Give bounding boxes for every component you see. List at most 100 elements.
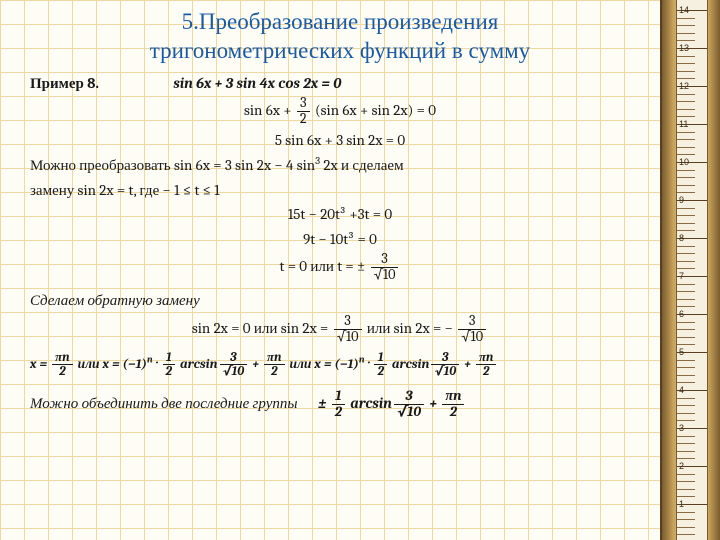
ruler-tick-minor: [677, 25, 695, 26]
ruler-tick-minor: [677, 306, 695, 307]
ruler-tick-minor: [677, 291, 695, 292]
eq-7: sin 2x = 0 или sin 2x = 3√10 или sin 2x …: [30, 314, 650, 345]
f5n: 1: [374, 351, 386, 365]
ruler-number: 7: [679, 271, 684, 281]
f6d: √10: [431, 365, 459, 378]
ruler-tick-minor: [677, 512, 695, 513]
eq8-c: ·: [153, 357, 161, 372]
eq6-frac: 3√10: [371, 252, 399, 283]
ruler-tick-minor: [677, 284, 695, 285]
ruler-tick-minor: [677, 223, 695, 224]
ruler-tick-minor: [677, 94, 695, 95]
ruler-tick-minor: [677, 246, 695, 247]
ruler-tick-minor: [677, 451, 695, 452]
eq2-den: 2: [297, 112, 310, 127]
eq-9: ± 12 arcsin3√10 + πn2: [318, 394, 466, 412]
eq9-f2: 3√10: [394, 389, 424, 420]
f5d: 2: [374, 365, 386, 378]
eq2-frac: 32: [297, 96, 310, 127]
ruler-number: 1: [679, 499, 684, 509]
ruler-tick-minor: [677, 185, 695, 186]
eq8-h: arcsin: [389, 357, 429, 372]
ruler-number: 5: [679, 347, 684, 357]
ruler-tick-minor: [677, 405, 695, 406]
eq9-c: +: [426, 394, 440, 412]
ruler-number: 13: [679, 43, 689, 53]
eq6-a: t = 0 или t = ±: [280, 257, 369, 275]
ruler-tick-minor: [677, 33, 695, 34]
ruler-tick-minor: [677, 101, 695, 102]
ruler-number: 12: [679, 81, 689, 91]
ruler-tick-minor: [677, 481, 695, 482]
eq-6: t = 0 или t = ± 3√10: [30, 252, 650, 283]
ruler-tick-minor: [677, 147, 695, 148]
eq8-a: x =: [30, 357, 50, 372]
eq9-f1: 12: [332, 389, 345, 420]
ruler-number: 2: [679, 461, 684, 471]
eq8-g: ·: [365, 357, 373, 372]
eq9-b: arcsin: [347, 394, 392, 412]
ruler-tick-minor: [677, 116, 695, 117]
ruler-number: 8: [679, 233, 684, 243]
ruler-tick-minor: [677, 18, 695, 19]
text-1: Можно преобразовать sin 6x = 3 sin 2x − …: [30, 153, 650, 177]
ruler-tick-minor: [677, 230, 695, 231]
ruler-tick-minor: [677, 40, 695, 41]
ruler-number: 14: [679, 5, 689, 15]
text-3: Сделаем обратную замену: [30, 289, 650, 312]
f1d: 2: [52, 365, 72, 378]
ruler-tick-minor: [677, 344, 695, 345]
eq6-den: √10: [371, 268, 399, 283]
f2n: 1: [163, 351, 175, 365]
ruler-tick-minor: [677, 443, 695, 444]
e9f3d: 2: [442, 405, 464, 420]
ruler-number: 9: [679, 195, 684, 205]
eq7-mid: или sin 2x = −: [364, 319, 457, 337]
ruler-tick-minor: [677, 299, 695, 300]
example-label: Пример 8.: [30, 72, 170, 95]
ruler-tick-minor: [677, 375, 695, 376]
eq8-f1: πn2: [52, 351, 72, 379]
eq8-f7: πn2: [476, 351, 496, 379]
ruler-tick-minor: [677, 215, 695, 216]
eq7-a: sin 2x = 0 или sin 2x =: [192, 319, 332, 337]
ruler-tick-minor: [677, 154, 695, 155]
eq-4: 15t − 20t³ +3t = 0: [30, 203, 650, 226]
eq7-d2: √10: [458, 330, 486, 345]
ruler-tick-minor: [677, 208, 695, 209]
f4n: πn: [264, 351, 284, 365]
f3d: √10: [220, 365, 248, 378]
eq8-b: или x = (−1): [75, 357, 147, 372]
ruler-tick-minor: [677, 382, 695, 383]
eq9-a: ±: [318, 394, 330, 412]
eq-8: x = πn2 или x = (−1)n · 12 arcsin3√10 + …: [30, 351, 650, 379]
last-row: Можно объединить две последние группы ± …: [30, 389, 650, 420]
ruler-tick-minor: [677, 398, 695, 399]
eq2-left: sin 6x +: [244, 101, 295, 119]
eq8-f6: 3√10: [431, 351, 459, 379]
eq-2: sin 6x + 32 (sin 6x + sin 2x) = 0: [30, 96, 650, 127]
ruler-tick-minor: [677, 268, 695, 269]
f6n: 3: [431, 351, 459, 365]
ruler-tick-minor: [677, 436, 695, 437]
title-line-1: 5.Преобразование произведения: [182, 9, 499, 34]
ruler-number: 11: [679, 119, 688, 129]
ruler-tick-minor: [677, 139, 695, 140]
ruler-tick-minor: [677, 496, 695, 497]
ruler-tick-minor: [677, 253, 695, 254]
text-2: замену sin 2x = t, где − 1 ≤ t ≤ 1: [30, 179, 650, 202]
eq7-frac1: 3√10: [334, 314, 362, 345]
eq8-f4: πn2: [264, 351, 284, 379]
eq2-right: (sin 6x + sin 2x) = 0: [312, 101, 436, 119]
f7d: 2: [476, 365, 496, 378]
f7n: πn: [476, 351, 496, 365]
ruler-tick-minor: [677, 458, 695, 459]
ruler-tick-minor: [677, 63, 695, 64]
f1n: πn: [52, 351, 72, 365]
ruler-tick-minor: [677, 170, 695, 171]
ruler-tick-minor: [677, 527, 695, 528]
f3n: 3: [220, 351, 248, 365]
eq-5: 9t − 10t³ = 0: [30, 228, 650, 251]
slide-title: 5.Преобразование произведения тригономет…: [30, 8, 650, 66]
ruler-tick-minor: [677, 337, 695, 338]
